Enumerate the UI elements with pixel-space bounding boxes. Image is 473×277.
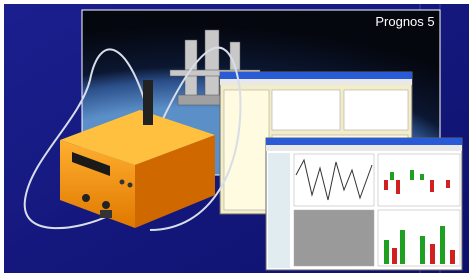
product-title: Prognos 5: [375, 14, 434, 29]
banner: Prognos 5: [0, 0, 473, 277]
page: {"banner": {"title": "Prognos 5"}} Progn…: [0, 0, 473, 277]
chart-window: [266, 138, 462, 270]
